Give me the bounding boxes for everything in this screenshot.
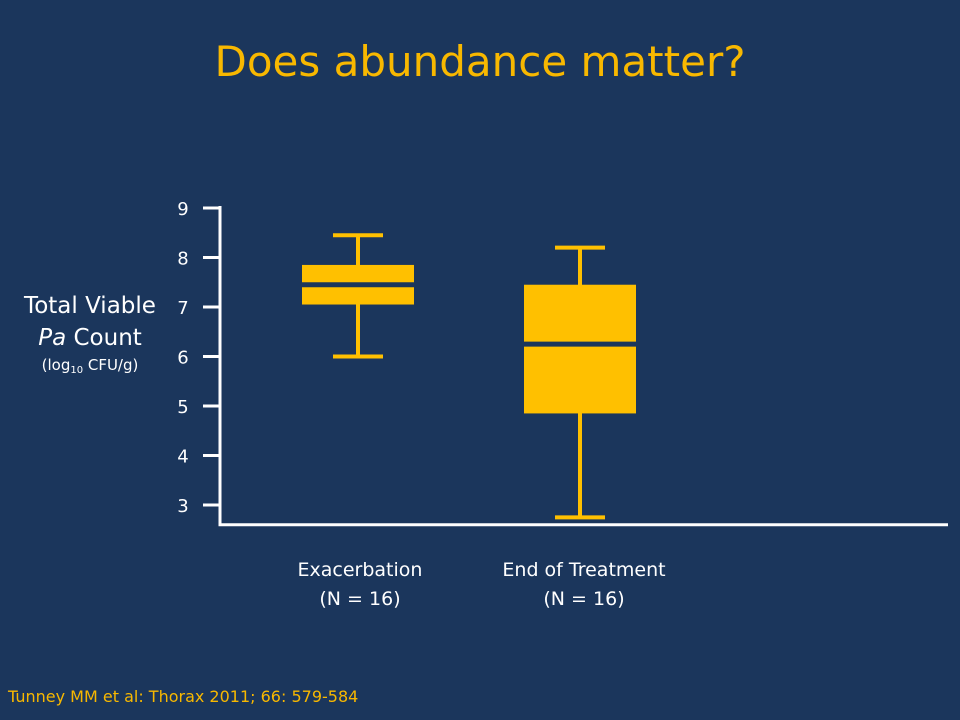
category-n: (N = 16) [543,588,625,610]
slide-title: Does abundance matter? [214,37,746,86]
category-n: (N = 16) [319,588,401,610]
chart-boxes [302,233,636,520]
category-name: End of Treatment [502,559,666,581]
y-axis-label-line1: Total Viable [24,293,156,319]
category-name: Exacerbation [297,559,423,581]
box-1 [524,245,636,520]
y-axis-units-suffix: CFU/g) [83,356,139,374]
y-tick-label: 6 [177,348,188,369]
category-label-end-of-treatment: End of Treatment (N = 16) [464,556,704,614]
y-tick-label: 4 [177,447,188,468]
y-axis-label-count: Count [66,325,142,351]
citation: Tunney MM et al: Thorax 2011; 66: 579-58… [8,687,359,706]
y-axis-label-line2: Pa Count [0,322,180,354]
box-0 [302,233,414,359]
y-tick-label: 7 [177,298,188,319]
y-axis-units-subscript: 10 [70,365,84,376]
y-tick-label: 9 [177,199,188,220]
y-axis-label-units: (log10 CFU/g) [0,354,180,376]
y-axis-label: Total Viable Pa Count (log10 CFU/g) [0,290,180,376]
category-label-exacerbation: Exacerbation (N = 16) [240,556,480,614]
y-tick-label: 5 [177,397,188,418]
chart-axes: 3 4 5 6 7 8 9 [177,199,948,527]
y-tick-label: 3 [177,496,188,517]
y-axis-units-prefix: (log [41,356,71,374]
y-axis-label-organism: Pa [38,325,67,351]
iqr-box [524,284,636,414]
y-tick-label: 8 [177,249,188,270]
